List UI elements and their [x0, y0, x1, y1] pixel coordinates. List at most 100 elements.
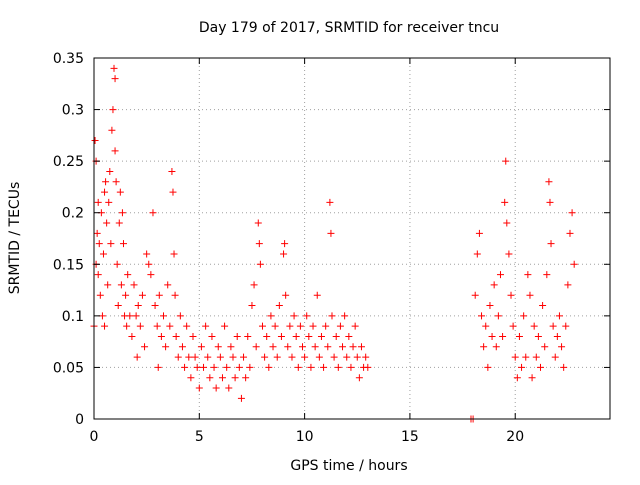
- axes: 0 5 10 15 20 0 0.05 0.1 0.15 0.2 0.25 0.3 0.35: [53, 51, 610, 445]
- data-point: [296, 322, 304, 330]
- data-point: [503, 219, 511, 227]
- data-point: [341, 312, 349, 320]
- data-point: [133, 353, 141, 361]
- data-point: [94, 198, 102, 206]
- data-point: [524, 271, 532, 279]
- data-point: [113, 260, 121, 268]
- data-point: [240, 353, 248, 361]
- data-point: [501, 198, 509, 206]
- data-point: [534, 332, 542, 340]
- data-point: [281, 240, 289, 248]
- y-tick-label: 0.35: [53, 51, 84, 67]
- data-point: [562, 322, 570, 330]
- data-point: [151, 302, 159, 310]
- data-point: [475, 229, 483, 237]
- data-point: [138, 291, 146, 299]
- data-point: [280, 250, 288, 258]
- data-point: [141, 343, 149, 351]
- data-point: [522, 353, 530, 361]
- data-point: [355, 374, 363, 382]
- data-point: [155, 291, 163, 299]
- data-point: [195, 384, 203, 392]
- y-tick-label: 0.2: [62, 206, 84, 222]
- x-axis-label: GPS time / hours: [290, 458, 407, 474]
- data-point: [303, 312, 311, 320]
- data-point: [496, 271, 504, 279]
- data-point: [547, 240, 555, 248]
- data-point: [326, 198, 334, 206]
- data-point: [248, 302, 256, 310]
- data-point: [275, 302, 283, 310]
- plot-border: [93, 57, 611, 420]
- data-series: [90, 64, 578, 423]
- data-point: [168, 167, 176, 175]
- data-point: [520, 312, 528, 320]
- data-point: [178, 343, 186, 351]
- data-point: [96, 291, 104, 299]
- data-point: [102, 178, 110, 186]
- data-point: [539, 302, 547, 310]
- data-point: [265, 363, 273, 371]
- data-point: [288, 353, 296, 361]
- data-point: [546, 198, 554, 206]
- data-point: [284, 343, 292, 351]
- data-point: [339, 343, 347, 351]
- data-point: [119, 240, 127, 248]
- data-point: [530, 322, 538, 330]
- data-point: [109, 106, 117, 114]
- data-point: [111, 147, 119, 155]
- data-point: [160, 312, 168, 320]
- y-tick-label: 0.15: [53, 257, 84, 273]
- data-point: [107, 240, 115, 248]
- data-point: [488, 332, 496, 340]
- data-point: [99, 250, 107, 258]
- data-point: [246, 363, 254, 371]
- data-point: [101, 188, 109, 196]
- data-point: [227, 343, 235, 351]
- data-point: [101, 322, 109, 330]
- data-point: [250, 281, 258, 289]
- data-point: [147, 271, 155, 279]
- data-point: [233, 332, 241, 340]
- data-point: [294, 363, 302, 371]
- data-point: [242, 374, 250, 382]
- x-tick-label: 0: [90, 429, 99, 445]
- data-point: [145, 260, 153, 268]
- data-point: [536, 363, 544, 371]
- data-point: [206, 374, 214, 382]
- data-point: [106, 167, 114, 175]
- data-point: [480, 343, 488, 351]
- data-point: [183, 322, 191, 330]
- data-point: [171, 291, 179, 299]
- data-point: [336, 322, 344, 330]
- data-point: [362, 353, 370, 361]
- data-point: [189, 332, 197, 340]
- data-point: [181, 363, 189, 371]
- data-point: [332, 332, 340, 340]
- data-point: [518, 363, 526, 371]
- data-point: [345, 332, 353, 340]
- data-point: [545, 178, 553, 186]
- data-point: [471, 291, 479, 299]
- y-tick-label: 0.05: [53, 360, 84, 376]
- data-point: [269, 343, 277, 351]
- data-point: [549, 322, 557, 330]
- data-point: [93, 229, 101, 237]
- data-point: [193, 363, 201, 371]
- data-point: [570, 260, 578, 268]
- chart-title: Day 179 of 2017, SRMTID for receiver tnc…: [199, 20, 499, 36]
- data-point: [157, 332, 165, 340]
- data-point: [254, 219, 262, 227]
- data-point: [237, 394, 245, 402]
- data-point: [309, 322, 317, 330]
- data-point: [130, 281, 138, 289]
- data-point: [258, 322, 266, 330]
- data-point: [541, 343, 549, 351]
- data-point: [507, 291, 515, 299]
- data-point: [482, 322, 490, 330]
- data-point: [484, 363, 492, 371]
- data-point: [349, 343, 357, 351]
- data-point: [216, 353, 224, 361]
